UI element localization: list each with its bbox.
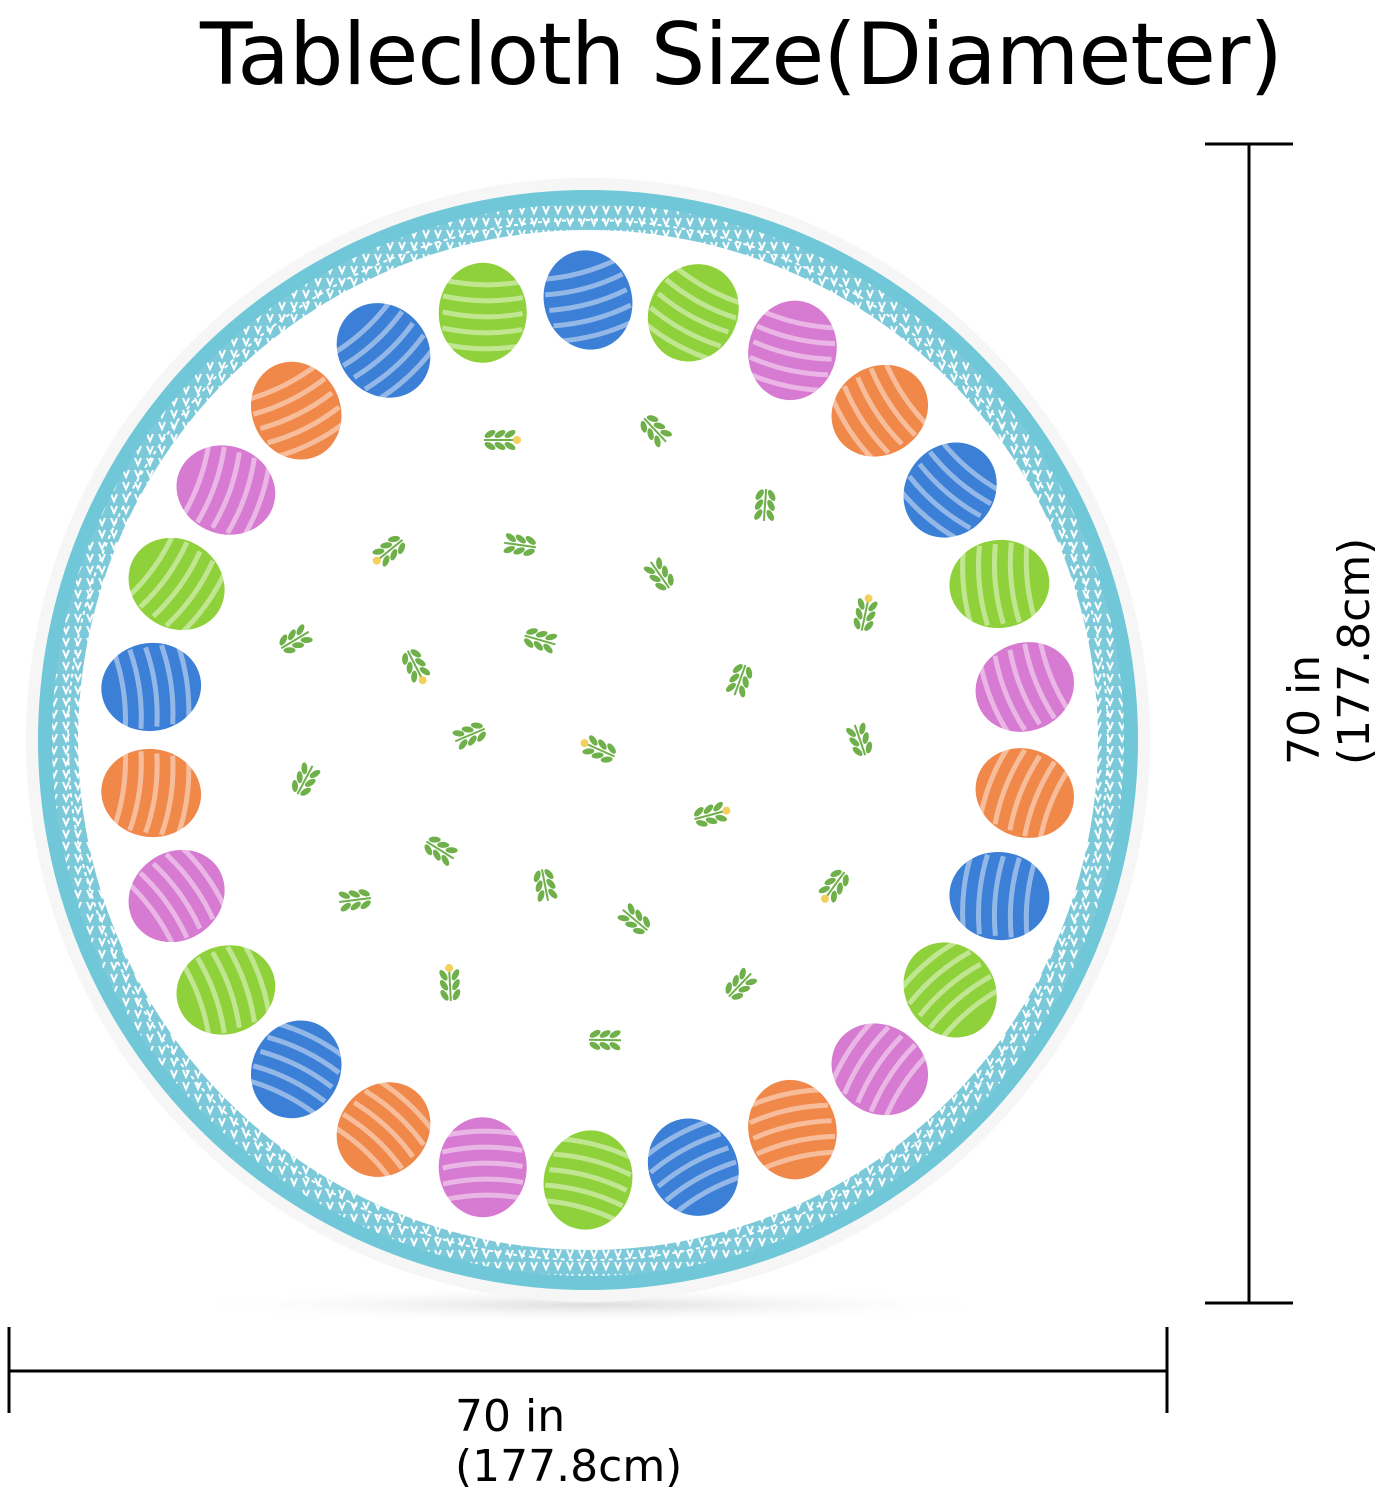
easter-egg-icon: [438, 262, 527, 363]
easter-egg-icon: [949, 539, 1050, 629]
leaf-sprig-icon: [279, 624, 313, 654]
easter-egg-icon: [101, 748, 202, 838]
easter-egg-icon: [949, 851, 1050, 941]
leaf-sprig-icon: [640, 415, 673, 448]
easter-egg-icon: [975, 637, 1074, 738]
leaf-sprig-icon: [694, 801, 731, 827]
easter-egg-icon: [438, 1117, 527, 1218]
tablecloth-shadow: [170, 1287, 1010, 1323]
easter-egg-icon: [641, 263, 745, 363]
easter-egg-icon: [176, 441, 276, 540]
easter-egg-icon: [245, 361, 348, 460]
leaf-sprig-icon: [754, 488, 776, 522]
easter-egg-icon: [540, 250, 637, 350]
leaf-sprig-icon: [588, 1029, 622, 1051]
leaf-sprig-icon: [372, 535, 406, 567]
leaf-sprig-icon: [503, 533, 536, 556]
easter-egg-icon: [101, 642, 202, 732]
leaf-sprig-icon: [818, 869, 849, 903]
width-inches: 70 in: [455, 1391, 566, 1442]
leaf-sprig-icon: [484, 430, 521, 450]
easter-egg-icon: [975, 742, 1074, 843]
height-centimeters: (177.8cm): [1329, 537, 1380, 765]
easter-egg-icon: [828, 1016, 931, 1122]
leaf-sprig-icon: [853, 594, 878, 631]
leaf-sprig-icon: [292, 762, 321, 796]
leaf-sprig-icon: [533, 869, 558, 902]
easter-egg-icon: [896, 438, 1003, 543]
leaf-sprig-icon: [617, 903, 651, 935]
leaf-sprig-icon: [524, 628, 558, 654]
easter-egg-icon: [540, 1130, 637, 1230]
leaf-sprig-icon: [452, 722, 486, 750]
easter-egg-icon: [176, 940, 276, 1039]
egg-ring: [101, 250, 1074, 1230]
leaf-sprig-icon: [424, 836, 458, 866]
easter-egg-icon: [745, 1079, 839, 1180]
easter-egg-icon: [125, 843, 229, 949]
easter-egg-icon: [896, 937, 1003, 1042]
leaf-sprig-icon: [643, 557, 674, 591]
easter-egg-icon: [828, 358, 931, 464]
height-dimension-label: 70 in (177.8cm): [1279, 505, 1380, 765]
width-centimeters: (177.8cm): [455, 1441, 683, 1492]
leaf-sprig-icon: [846, 722, 873, 756]
leaf-sprig-icon: [725, 967, 758, 1000]
leaf-sprig-icon: [402, 649, 431, 685]
easter-egg-icon: [331, 1076, 437, 1182]
easter-egg-icon: [641, 1117, 745, 1217]
tablecloth-center: [78, 230, 1098, 1250]
stitch-line: [67, 219, 1109, 1261]
leaf-sprig-icon: [338, 889, 372, 912]
page-title: Tablecloth Size(Diameter): [200, 5, 1283, 105]
leaf-sprig-icon: [439, 964, 461, 1002]
sprig-field: [279, 415, 878, 1051]
leaf-sprig-icon: [580, 735, 616, 763]
easter-egg-icon: [745, 300, 839, 401]
height-inches: 70 in: [1279, 654, 1330, 765]
width-dimension-label: 70 in (177.8cm): [455, 1392, 715, 1492]
easter-egg-icon: [125, 531, 229, 637]
leaf-sprig-icon: [725, 664, 753, 698]
easter-egg-icon: [331, 298, 437, 404]
easter-egg-icon: [245, 1020, 348, 1119]
